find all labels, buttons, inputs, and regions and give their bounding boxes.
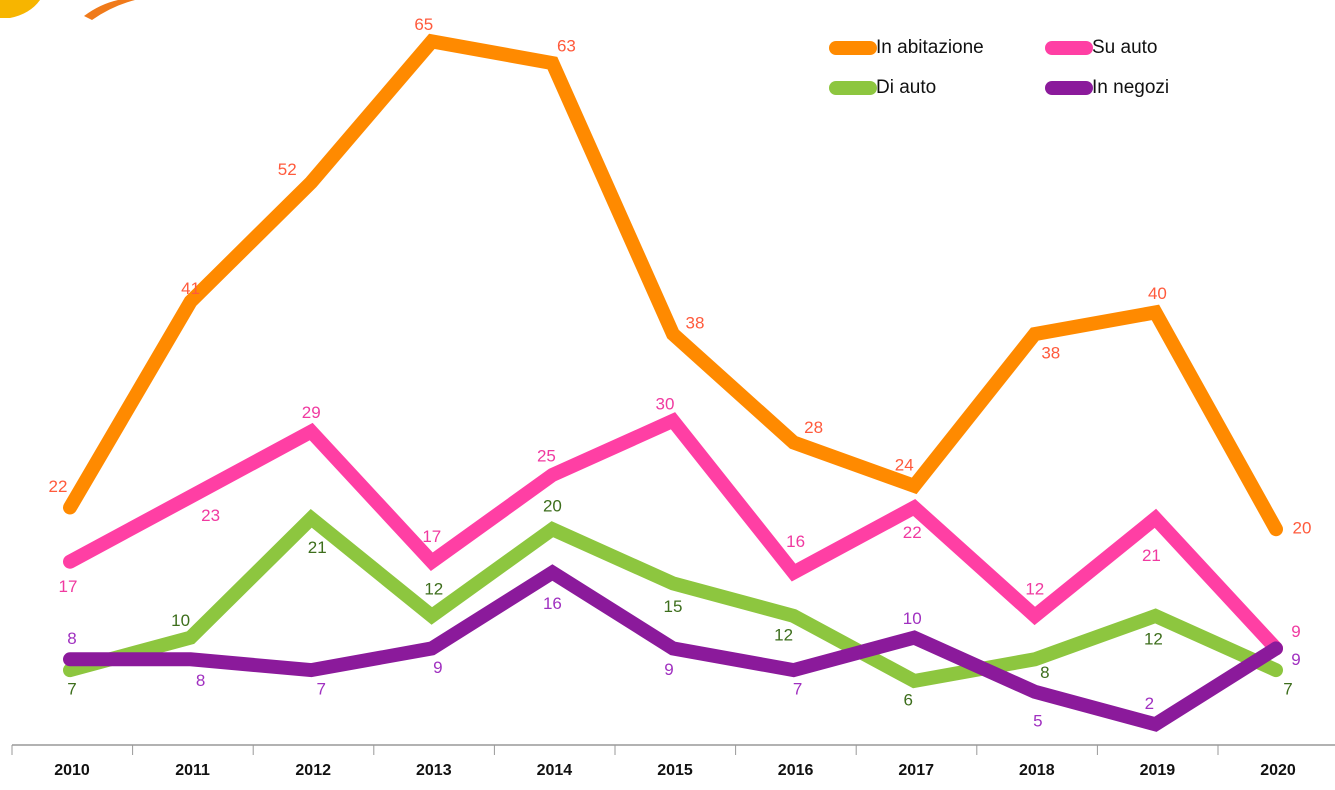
- value-label: 28: [804, 418, 823, 437]
- legend-label: In negozi: [1092, 77, 1169, 98]
- value-label: 10: [171, 611, 190, 630]
- x-tick-label: 2012: [295, 762, 331, 779]
- value-label: 17: [422, 527, 441, 546]
- value-label: 52: [278, 160, 297, 179]
- x-tick-label: 2015: [657, 762, 693, 779]
- value-label: 10: [903, 609, 922, 628]
- value-label: 7: [1283, 680, 1292, 699]
- x-tick-label: 2019: [1140, 762, 1176, 779]
- value-label: 15: [664, 597, 683, 616]
- value-label: 12: [424, 579, 443, 598]
- legend-label: Di auto: [876, 77, 936, 98]
- series-line: [70, 41, 1276, 529]
- value-label: 25: [537, 446, 556, 465]
- value-label: 9: [1291, 650, 1300, 669]
- value-label: 41: [181, 279, 200, 298]
- value-label: 21: [1142, 546, 1161, 565]
- value-label: 9: [1291, 622, 1300, 641]
- value-label: 8: [1040, 663, 1049, 682]
- value-label: 5: [1033, 711, 1042, 730]
- value-label: 63: [557, 37, 576, 56]
- value-label: 12: [1144, 629, 1163, 648]
- value-label: 9: [664, 660, 673, 679]
- value-label: 16: [543, 594, 562, 613]
- x-tick-label: 2013: [416, 762, 452, 779]
- value-label: 29: [302, 403, 321, 422]
- value-label: 2: [1145, 694, 1154, 713]
- value-label: 40: [1148, 284, 1167, 303]
- value-label: 8: [67, 629, 76, 648]
- value-label: 16: [786, 532, 805, 551]
- x-tick-label: 2016: [778, 762, 814, 779]
- value-label: 7: [316, 680, 325, 699]
- x-tick-label: 2020: [1260, 762, 1296, 779]
- x-tick-label: 2017: [898, 762, 934, 779]
- value-label: 17: [59, 577, 78, 596]
- legend-label: In abitazione: [876, 37, 984, 58]
- value-label: 22: [49, 477, 68, 496]
- chart: 2010201120122013201420152016201720182019…: [0, 0, 1335, 790]
- value-label: 8: [196, 671, 205, 690]
- logo: [0, 0, 135, 20]
- series-line: [70, 573, 1276, 725]
- x-tick-label: 2011: [175, 762, 210, 779]
- x-tick-label: 2010: [54, 762, 90, 779]
- value-label: 12: [774, 625, 793, 644]
- value-label: 22: [903, 523, 922, 542]
- value-label: 20: [543, 497, 562, 516]
- value-label: 65: [414, 15, 433, 34]
- value-label: 9: [433, 658, 442, 677]
- x-tick-label: 2018: [1019, 762, 1055, 779]
- value-label: 30: [656, 394, 675, 413]
- value-label: 21: [308, 538, 327, 557]
- value-label: 24: [895, 455, 914, 474]
- value-label: 7: [793, 680, 802, 699]
- value-label: 7: [67, 680, 76, 699]
- value-label: 6: [903, 690, 912, 709]
- value-label: 38: [686, 314, 705, 333]
- value-label: 12: [1025, 579, 1044, 598]
- value-label: 20: [1293, 519, 1312, 538]
- value-label: 23: [201, 506, 220, 525]
- value-label: 38: [1041, 344, 1060, 363]
- x-tick-label: 2014: [537, 762, 573, 779]
- legend-label: Su auto: [1092, 37, 1158, 58]
